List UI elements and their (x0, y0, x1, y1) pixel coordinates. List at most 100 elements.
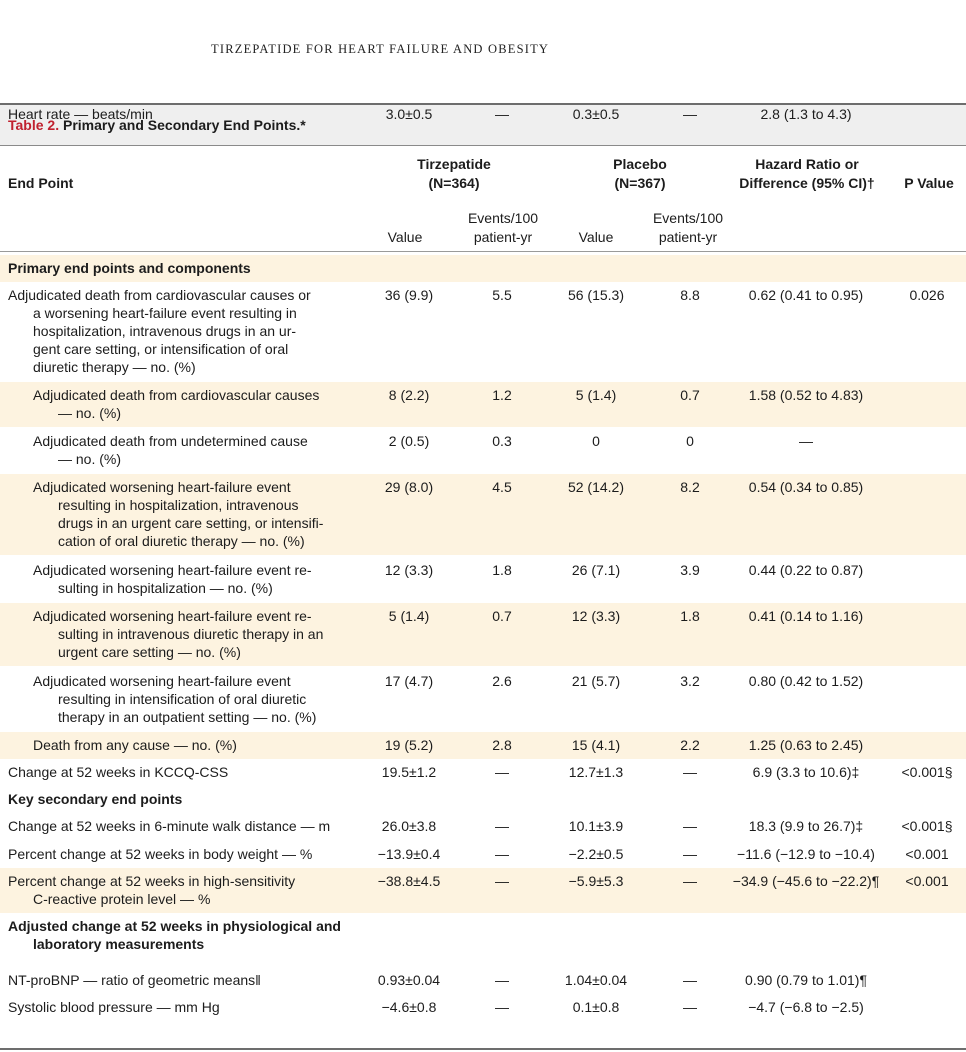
endpoint-label: Adjudicated death from cardiovascular ca… (33, 387, 320, 403)
endpoint-label: a worsening heart-failure event resultin… (33, 305, 297, 321)
placebo-events: 8.8 (680, 287, 700, 303)
p-value: <0.001 (905, 846, 949, 862)
placebo-value: −2.2±0.5 (568, 846, 624, 862)
endpoint-label: Adjudicated death from undetermined caus… (33, 433, 308, 449)
tirzepatide-value: −13.9±0.4 (377, 846, 441, 862)
subheader-placebo-events: Events/100 patient-yr (652, 210, 724, 245)
hazard-ratio-value: 0.80 (0.42 to 1.52) (748, 673, 864, 689)
placebo-events: 0 (686, 433, 694, 449)
tirzepatide-events: 2.6 (492, 673, 512, 689)
placebo-value: 0.1±0.8 (572, 999, 620, 1015)
row-band (0, 474, 966, 555)
row-band (0, 868, 966, 913)
tirzepatide-events: 2.8 (492, 737, 512, 753)
section-heading: Adjusted change at 52 weeks in physiolog… (8, 918, 341, 934)
endpoint-label: — no. (%) (58, 451, 122, 467)
placebo-events: — (683, 846, 697, 862)
header-end-point: End Point (8, 175, 74, 191)
placebo-value: 56 (15.3) (567, 287, 625, 303)
tirzepatide-events: 4.5 (492, 479, 512, 495)
tirzepatide-events: — (495, 106, 509, 122)
placebo-value: 21 (5.7) (571, 673, 621, 689)
placebo-events: 0.7 (680, 387, 700, 403)
p-value: 0.026 (909, 287, 945, 303)
endpoint-label: Adjudicated worsening heart-failure even… (33, 673, 291, 689)
hazard-ratio-value: −11.6 (−12.9 to −10.4) (737, 846, 875, 862)
placebo-value: 15 (4.1) (571, 737, 621, 753)
endpoint-label: sulting in hospitalization — no. (%) (58, 580, 273, 596)
placebo-events: — (683, 764, 697, 780)
hazard-ratio-value: −34.9 (−45.6 to −22.2)¶ (732, 873, 880, 889)
placebo-value: 0.3±0.5 (572, 106, 620, 122)
hazard-ratio-value: — (799, 433, 813, 449)
tirzepatide-value: 0.93±0.04 (377, 972, 441, 988)
placebo-value: 10.1±3.9 (568, 818, 624, 834)
endpoint-label: Heart rate — beats/min (8, 106, 153, 122)
tirzepatide-value: 3.0±0.5 (385, 106, 433, 122)
placebo-events: — (683, 873, 697, 889)
endpoint-label: Adjudicated worsening heart-failure even… (33, 562, 312, 578)
hazard-ratio-value: 18.3 (9.9 to 26.7)‡ (748, 818, 864, 834)
endpoint-label: Adjudicated death from cardiovascular ca… (8, 287, 311, 303)
endpoint-label: NT-proBNP — ratio of geometric means‖ (8, 972, 261, 988)
hazard-ratio-value: 1.58 (0.52 to 4.83) (748, 387, 864, 403)
endpoint-label: Percent change at 52 weeks in body weigh… (8, 846, 313, 862)
tirzepatide-events: 0.3 (492, 433, 512, 449)
endpoint-label: — no. (%) (58, 405, 122, 421)
tirzepatide-events: 1.8 (492, 562, 512, 578)
placebo-value: 5 (1.4) (575, 387, 617, 403)
tirzepatide-events: — (495, 999, 509, 1015)
hazard-ratio-value: 0.90 (0.79 to 1.01)¶ (745, 972, 867, 988)
row-band (0, 255, 966, 282)
tirzepatide-value: 5 (1.4) (388, 608, 430, 624)
placebo-value: 1.04±0.04 (564, 972, 628, 988)
header-placebo: Placebo (N=367) (613, 156, 667, 191)
endpoint-label: Change at 52 weeks in 6-minute walk dist… (8, 818, 331, 834)
section-heading: Primary end points and components (8, 260, 251, 276)
p-value: <0.001§ (901, 764, 953, 780)
hazard-ratio-value: −4.7 (−6.8 to −2.5) (748, 999, 864, 1015)
placebo-value: −5.9±5.3 (568, 873, 624, 889)
header-tirzepatide: Tirzepatide (N=364) (417, 156, 491, 191)
tirzepatide-value: 2 (0.5) (388, 433, 430, 449)
endpoint-label: gent care setting, or intensification of… (33, 341, 289, 357)
header-rule (0, 251, 966, 252)
header-hazard-ratio: Hazard Ratio or Difference (95% CI)† (739, 156, 875, 191)
hazard-ratio-value: 2.8 (1.3 to 4.3) (760, 106, 852, 122)
placebo-events: 8.2 (680, 479, 700, 495)
table-caption: Table 2. Primary and Secondary End Point… (8, 117, 306, 133)
endpoint-label: therapy in an outpatient setting — no. (… (58, 709, 317, 725)
endpoint-label: Adjudicated worsening heart-failure even… (33, 479, 291, 495)
table-number: Table 2. (8, 117, 60, 133)
hazard-ratio-value: 0.62 (0.41 to 0.95) (748, 287, 864, 303)
row-band (0, 603, 966, 666)
endpoint-label: C-reactive protein level — % (33, 891, 211, 907)
section-heading: Key secondary end points (8, 791, 183, 807)
endpoint-label: Percent change at 52 weeks in high-sensi… (8, 873, 296, 889)
subheader-placebo-value: Value (578, 229, 614, 245)
placebo-events: 3.2 (680, 673, 700, 689)
tirzepatide-value: 36 (9.9) (384, 287, 434, 303)
hazard-ratio-value: 0.41 (0.14 to 1.16) (748, 608, 864, 624)
table-title: Primary and Secondary End Points.* (59, 117, 306, 133)
subheader-tirz-events: Events/100 patient-yr (467, 210, 539, 245)
placebo-value: 12.7±1.3 (568, 764, 624, 780)
placebo-events: — (683, 972, 697, 988)
placebo-events: — (683, 106, 697, 122)
row-band (0, 382, 966, 427)
hazard-ratio-value: 1.25 (0.63 to 2.45) (748, 737, 864, 753)
endpoint-label: Death from any cause — no. (%) (33, 737, 237, 753)
placebo-events: 1.8 (680, 608, 700, 624)
endpoint-label: diuretic therapy — no. (%) (33, 359, 196, 375)
tirzepatide-value: 8 (2.2) (388, 387, 430, 403)
tirzepatide-value: 12 (3.3) (384, 562, 434, 578)
p-value: <0.001 (905, 873, 949, 889)
endpoint-label: hospitalization, intravenous drugs in an… (33, 323, 297, 339)
tirzepatide-value: 29 (8.0) (384, 479, 434, 495)
tirzepatide-value: 26.0±3.8 (381, 818, 437, 834)
endpoint-label: cation of oral diuretic therapy — no. (%… (58, 533, 305, 549)
endpoint-label: Adjudicated worsening heart-failure even… (33, 608, 312, 624)
bottom-rule (0, 1048, 966, 1050)
tirzepatide-events: — (495, 972, 509, 988)
tirzepatide-events: 0.7 (492, 608, 512, 624)
